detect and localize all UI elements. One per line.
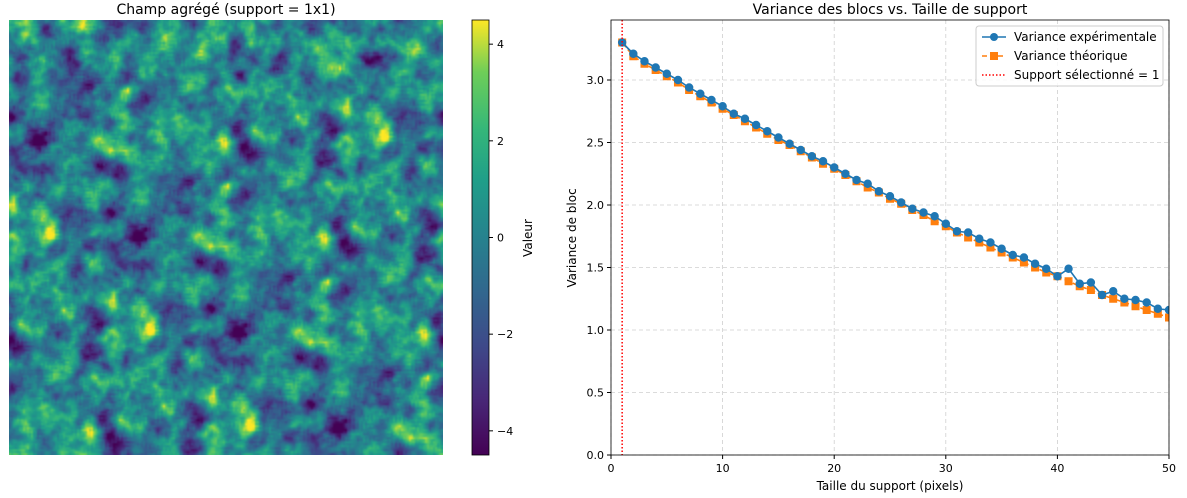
heatmap-title: Champ agrégé (support = 1x1): [116, 2, 335, 18]
experimental-variance-marker: [1097, 290, 1107, 300]
x-tick-label: 50: [1162, 462, 1176, 475]
theoretical-variance-marker: [930, 217, 939, 226]
experimental-variance-marker: [919, 208, 928, 217]
experimental-variance-marker: [751, 120, 761, 130]
experimental-variance-marker: [718, 102, 727, 111]
y-tick-label: 1.5: [587, 262, 605, 275]
experimental-variance-marker: [729, 109, 738, 118]
experimental-variance-marker: [673, 75, 683, 85]
experimental-variance-marker: [997, 244, 1006, 253]
colorbar-tick-label: 0: [497, 232, 504, 245]
aggregated-field-image: [9, 20, 443, 455]
theoretical-variance-marker: [964, 233, 973, 242]
experimental-variance-marker: [774, 133, 783, 142]
colorbar-tick-label: 4: [497, 38, 504, 51]
experimental-variance-marker: [1030, 259, 1040, 268]
experimental-variance-marker: [707, 95, 716, 105]
x-tick-label: 20: [827, 462, 841, 475]
y-tick-label: 2.5: [587, 137, 605, 150]
theoretical-variance-marker: [1064, 277, 1073, 286]
x-tick-label: 30: [939, 462, 953, 475]
plot-frame: [610, 19, 1170, 456]
experimental-variance-marker: [1164, 305, 1169, 315]
experimental-variance-marker: [1153, 304, 1163, 313]
theoretical-variance-marker: [1131, 302, 1140, 311]
legend-square-marker-icon: [990, 52, 998, 60]
experimental-variance-marker: [986, 238, 995, 247]
experimental-variance-marker: [885, 192, 895, 201]
experimental-variance-marker: [963, 228, 973, 237]
experimental-variance-marker: [684, 83, 694, 92]
y-tick-label: 0.5: [587, 387, 605, 400]
experimental-variance-marker: [975, 234, 984, 243]
line-chart-title: Variance des blocs vs. Taille de support: [753, 2, 1028, 18]
legend-label-selected-support: Support sélectionné = 1: [1014, 68, 1160, 82]
experimental-variance-marker: [852, 175, 861, 185]
y-axis-label: Variance de bloc: [565, 188, 579, 287]
experimental-variance-marker: [1075, 279, 1084, 288]
theoretical-variance-marker: [1142, 306, 1151, 314]
experimental-variance-marker: [1109, 287, 1118, 296]
colorbar-tick-label: −4: [497, 425, 513, 438]
experimental-variance-marker: [863, 179, 872, 188]
experimental-variance-marker: [818, 157, 828, 166]
experimental-variance-marker: [807, 152, 817, 161]
plot-area: [617, 20, 1169, 455]
experimental-variance-marker: [830, 163, 839, 172]
experimental-variance-marker: [1019, 253, 1029, 262]
experimental-variance-marker: [662, 69, 671, 78]
experimental-variance-marker: [841, 169, 850, 178]
experimental-variance-marker: [896, 198, 906, 207]
legend-label-theoretical: Variance théorique: [1014, 49, 1128, 63]
experimental-variance-marker: [629, 49, 638, 58]
x-axis-label: Taille du support (pixels): [816, 479, 964, 493]
experimental-variance-marker: [908, 204, 917, 213]
experimental-variance-marker: [1042, 264, 1051, 273]
x-tick-label: 10: [716, 462, 730, 475]
experimental-variance-marker: [941, 219, 950, 228]
experimental-variance-marker: [1064, 264, 1073, 273]
theoretical-variance-marker: [1086, 286, 1095, 294]
experimental-variance-marker: [1120, 294, 1129, 303]
experimental-variance-marker: [651, 63, 660, 72]
experimental-variance-marker: [763, 127, 772, 136]
experimental-variance-marker: [640, 57, 649, 66]
x-tick-label: 0: [608, 462, 615, 475]
experimental-variance-marker: [796, 145, 805, 155]
experimental-variance-marker: [785, 139, 794, 148]
colorbar: [471, 19, 490, 456]
experimental-variance-marker: [1008, 250, 1017, 260]
y-tick-label: 1.0: [587, 324, 605, 337]
theoretical-variance-marker: [1109, 294, 1118, 303]
legend: Variance expérimentale Variance théoriqu…: [975, 25, 1164, 87]
colorbar-label: Valeur: [521, 219, 535, 257]
y-tick-label: 3.0: [587, 74, 605, 87]
colorbar-tick-label: 2: [497, 135, 504, 148]
legend-label-experimental: Variance expérimentale: [1014, 30, 1157, 44]
experimental-variance-marker: [1131, 295, 1140, 305]
y-tick-label: 2.0: [587, 199, 605, 212]
colorbar-tick-label: −2: [497, 328, 513, 341]
theoretical-variance-marker: [1165, 313, 1169, 322]
experimental-variance-marker: [952, 227, 962, 236]
experimental-variance-marker: [696, 89, 705, 98]
x-tick-label: 40: [1050, 462, 1064, 475]
experimental-variance-marker: [930, 212, 939, 221]
legend-circle-marker-icon: [990, 33, 998, 41]
theoretical-variance-marker: [1153, 309, 1162, 318]
theoretical-variance-marker: [1019, 258, 1028, 267]
theoretical-variance-marker: [986, 243, 995, 252]
experimental-variance-marker: [874, 187, 884, 196]
experimental-variance-marker: [1053, 272, 1062, 281]
experimental-variance-marker: [740, 114, 750, 123]
experimental-variance-marker: [1086, 278, 1096, 287]
y-tick-label: 0.0: [587, 449, 605, 462]
experimental-variance-marker: [1142, 298, 1151, 307]
